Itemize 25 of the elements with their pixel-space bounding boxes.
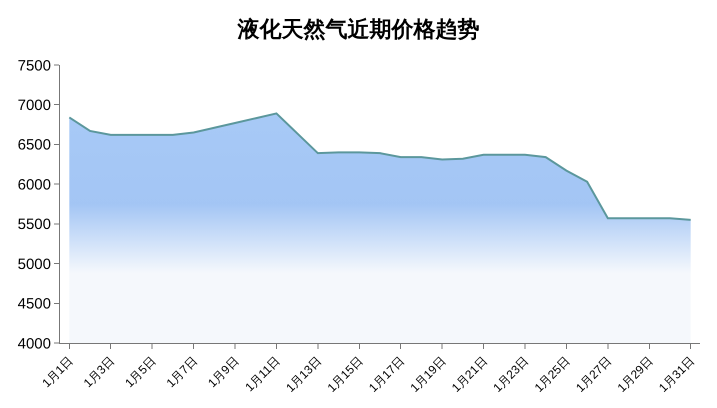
x-tick-label: 1月23日: [490, 354, 532, 395]
x-tick-label: 1月5日: [122, 354, 159, 390]
x-tick-label: 1月15日: [324, 354, 366, 395]
chart-title: 液化天然气近期价格趋势: [236, 16, 480, 42]
x-tick-label: 1月21日: [448, 354, 490, 395]
x-tick-label: 1月3日: [80, 354, 118, 390]
y-tick-label: 5500: [18, 216, 51, 234]
x-tick-label: 1月13日: [283, 354, 324, 395]
y-tick-label: 4000: [18, 335, 51, 352]
x-tick-label: 1月9日: [205, 354, 242, 390]
x-tick-label: 1月19日: [407, 354, 449, 395]
y-tick-label: 6000: [18, 176, 51, 194]
x-tick-label: 1月29日: [614, 354, 656, 395]
x-tick-label: 1月17日: [366, 354, 408, 395]
x-tick-label: 1月27日: [573, 354, 614, 395]
y-tick-label: 7500: [18, 57, 51, 74]
y-tick-label: 4500: [18, 296, 51, 313]
x-tick-label: 1月7日: [164, 354, 200, 390]
y-tick-label: 5000: [18, 256, 51, 273]
y-tick-label: 7000: [18, 96, 51, 114]
x-tick-label: 1月1日: [39, 354, 76, 390]
x-tick-label: 1月31日: [656, 354, 698, 395]
x-tick-label: 1月25日: [532, 354, 573, 395]
x-tick-label: 1月11日: [242, 354, 283, 394]
y-tick-label: 6500: [18, 136, 51, 154]
